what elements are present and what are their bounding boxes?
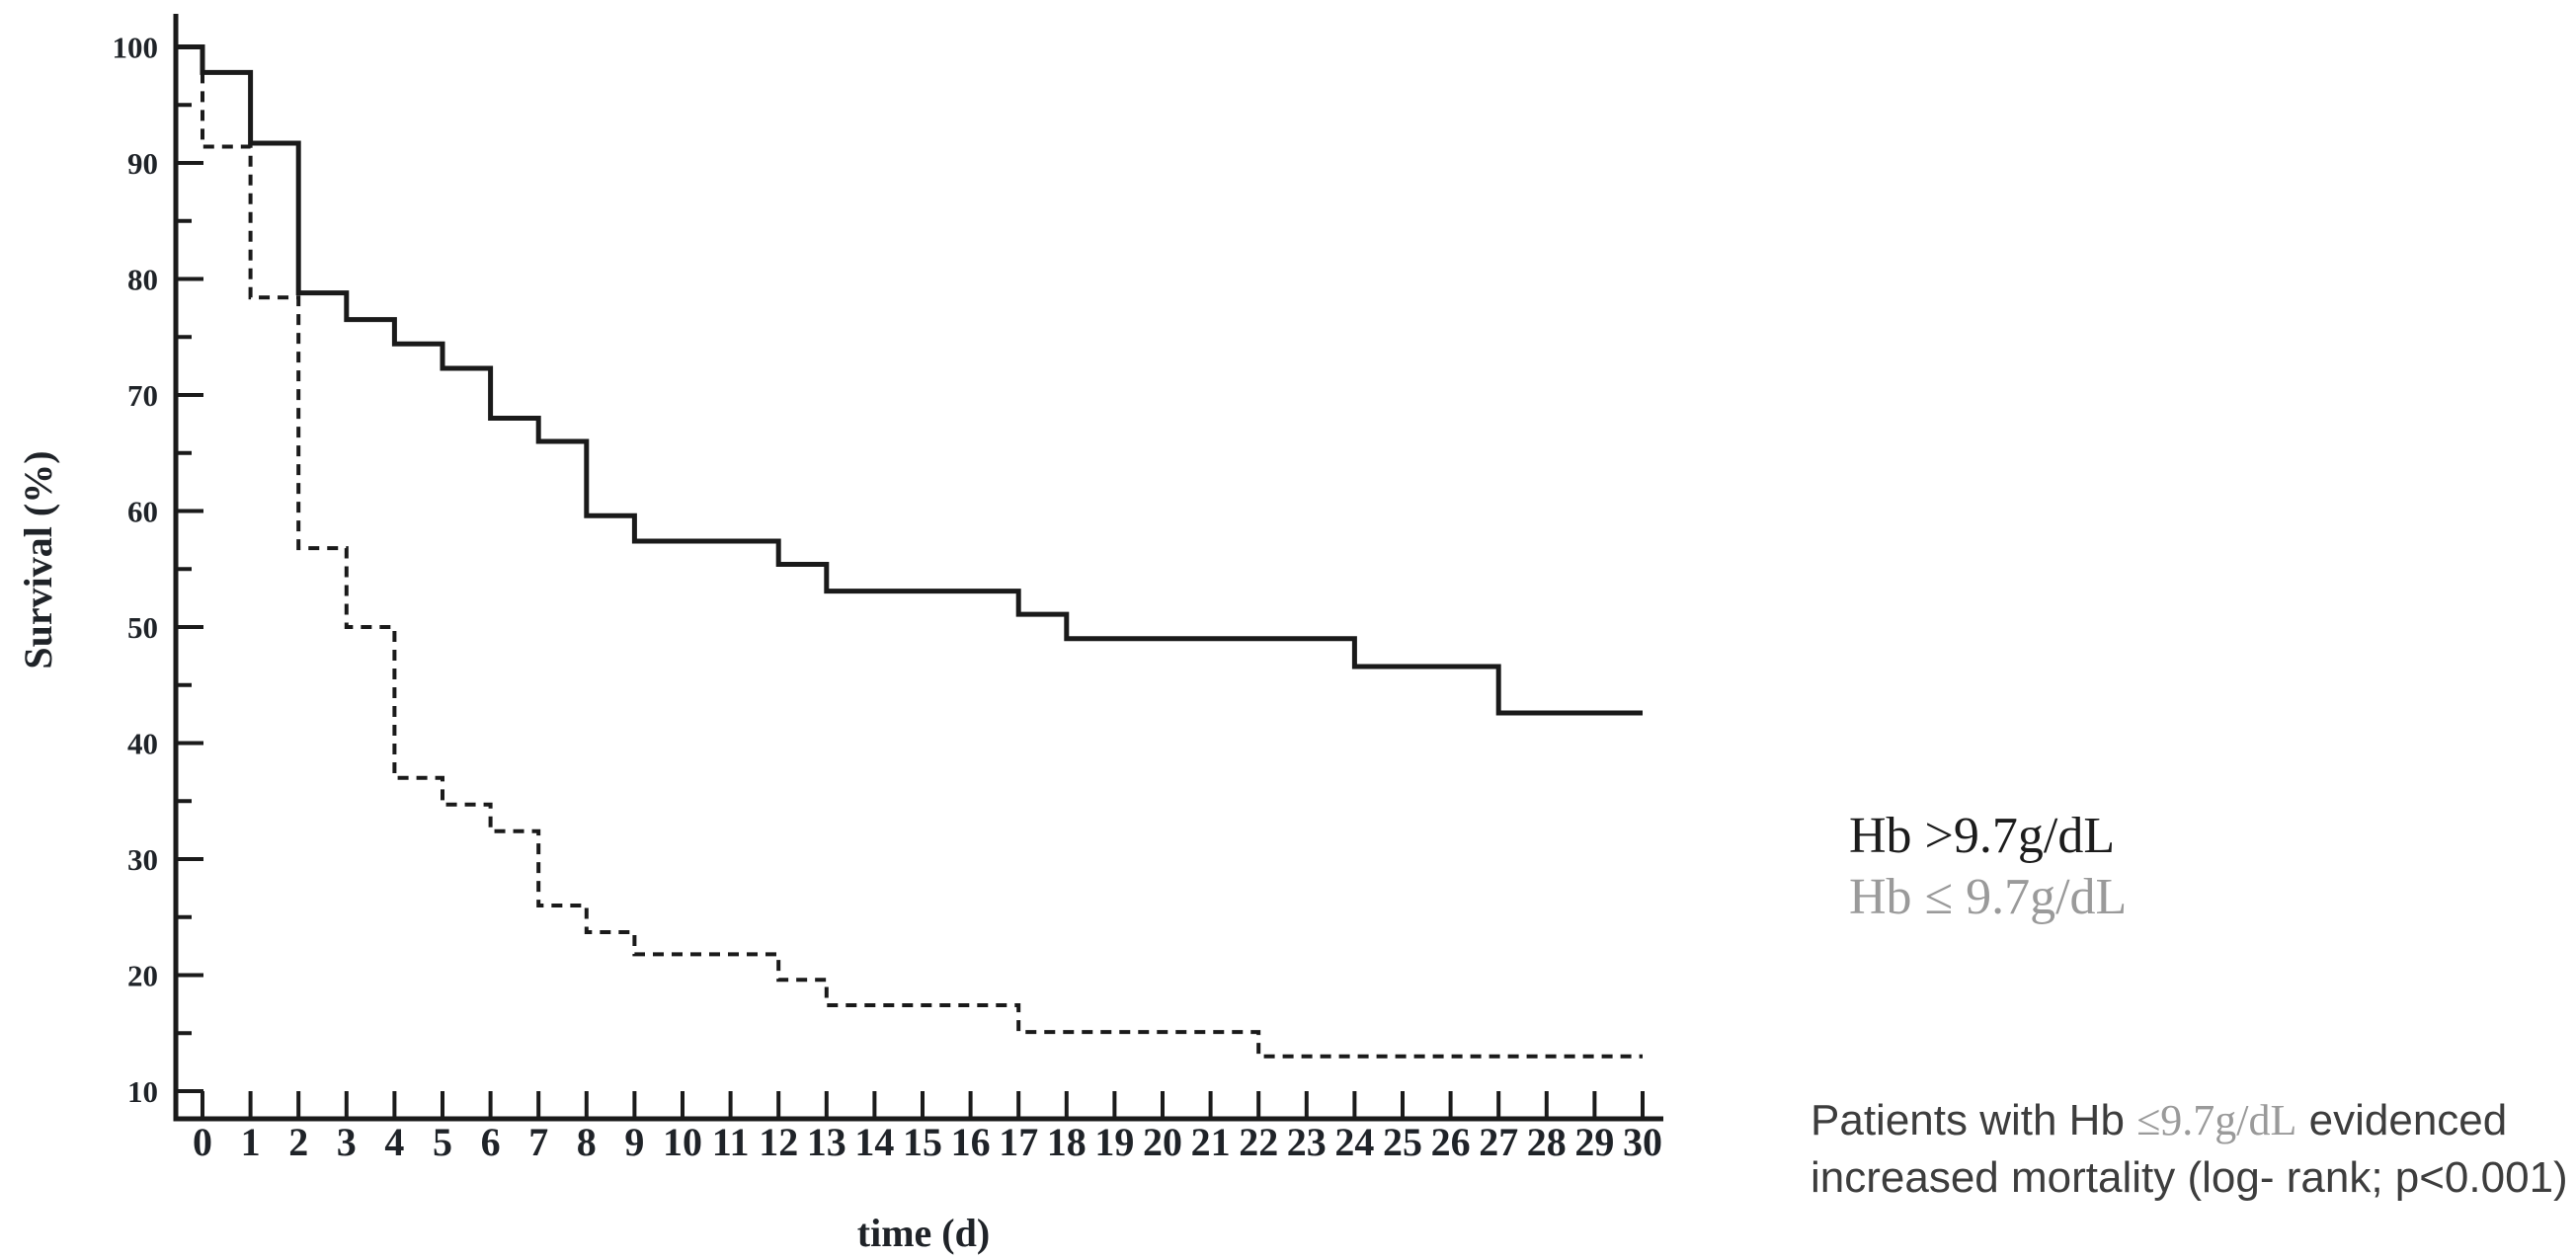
x-tick-label: 14: [854, 1120, 894, 1164]
x-tick-label: 29: [1574, 1120, 1614, 1164]
x-tick-label: 28: [1527, 1120, 1567, 1164]
annotation-line2: increased mortality (log- rank; p<0.001): [1811, 1153, 2568, 1203]
x-tick-label: 22: [1239, 1120, 1278, 1164]
x-tick-label: 13: [807, 1120, 846, 1164]
x-tick-label: 30: [1623, 1120, 1662, 1164]
x-tick-label: 8: [577, 1120, 597, 1164]
legend: Hb >9.7g/dL Hb ≤ 9.7g/dL: [1849, 806, 2127, 928]
x-tick-label: 16: [951, 1120, 991, 1164]
x-tick-label: 10: [663, 1120, 702, 1164]
x-tick-label: 3: [337, 1120, 357, 1164]
x-tick-label: 21: [1191, 1120, 1231, 1164]
y-tick-label: 50: [127, 610, 158, 645]
series-hb-low-line: [201, 72, 1643, 1059]
x-tick-label: 2: [288, 1120, 308, 1164]
y-tick-label: 90: [127, 146, 158, 181]
y-tick-label: 40: [127, 727, 158, 761]
x-tick-label: 5: [433, 1120, 452, 1164]
x-tick-label: 4: [384, 1120, 404, 1164]
annotation-line1-prefix: Patients with Hb: [1811, 1096, 2137, 1144]
y-tick-label: 100: [113, 31, 159, 65]
annotation-line1: Patients with Hb ≤9.7g/dL evidenced: [1811, 1096, 2507, 1144]
y-axis-title: Survival (%): [16, 450, 60, 669]
legend-item-hb-low: Hb ≤ 9.7g/dL: [1849, 869, 2128, 925]
annotation-line1-suffix: evidenced: [2296, 1096, 2508, 1144]
y-tick-label: 20: [127, 959, 158, 993]
x-tick-label: 0: [193, 1120, 212, 1164]
y-tick-label: 30: [127, 842, 158, 877]
annotation: Patients with Hb ≤9.7g/dL evidenced incr…: [1811, 1092, 2568, 1207]
annotation-hb-threshold: ≤9.7g/dL: [2136, 1096, 2297, 1144]
x-tick-label: 15: [903, 1120, 942, 1164]
x-tick-label: 23: [1287, 1120, 1327, 1164]
legend-item-hb-high: Hb >9.7g/dL: [1849, 808, 2116, 864]
y-tick-label: 80: [127, 263, 158, 297]
x-tick-label: 17: [999, 1120, 1038, 1164]
x-tick-label: 24: [1334, 1120, 1374, 1164]
y-tick-label: 10: [127, 1074, 158, 1109]
y-tick-label: 60: [127, 495, 158, 529]
x-tick-label: 19: [1094, 1120, 1134, 1164]
x-tick-label: 12: [759, 1120, 798, 1164]
x-tick-label: 6: [481, 1120, 501, 1164]
x-tick-label: 11: [712, 1120, 750, 1164]
x-tick-label: 27: [1479, 1120, 1518, 1164]
x-tick-label: 18: [1047, 1120, 1087, 1164]
y-tick-label: 70: [127, 378, 158, 413]
x-tick-label: 25: [1383, 1120, 1422, 1164]
x-tick-label: 20: [1143, 1120, 1182, 1164]
x-tick-label: 1: [241, 1120, 261, 1164]
x-tick-label: 7: [528, 1120, 548, 1164]
x-tick-label: 9: [624, 1120, 644, 1164]
x-axis-title: time (d): [857, 1211, 990, 1255]
series-hb-high-line: [176, 44, 1643, 716]
x-tick-label: 26: [1431, 1120, 1471, 1164]
